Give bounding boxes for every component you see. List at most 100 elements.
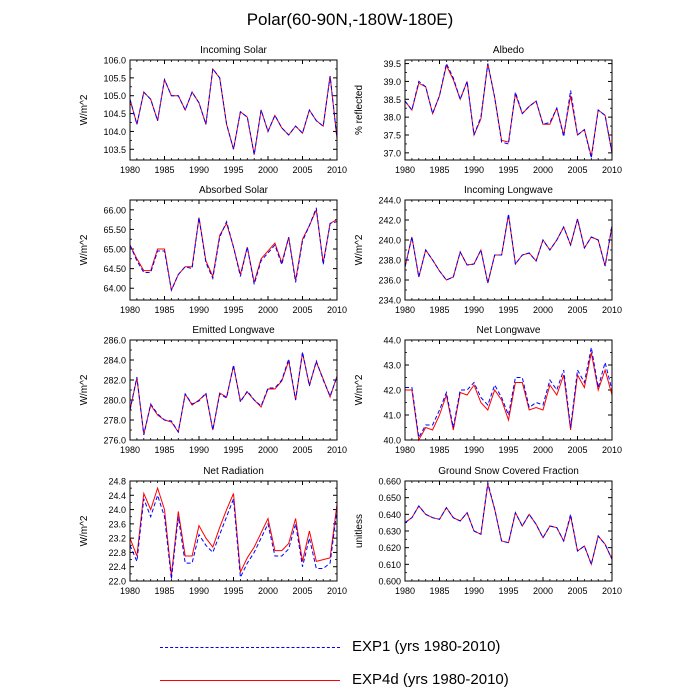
x-tick-label-incoming-solar: 2005 bbox=[292, 165, 312, 175]
y-axis-label-ground-snow-covered-fraction: unitless bbox=[354, 514, 365, 548]
y-axis-label-albedo: % reflected bbox=[354, 85, 365, 135]
x-tick-label-net-longwave: 1990 bbox=[464, 445, 484, 455]
y-tick-label-net-radiation: 23.6 bbox=[108, 519, 126, 529]
panel-net-radiation: Net Radiation W/m^2 1980 1985 1990 1995 2000 20… bbox=[79, 466, 347, 596]
y-tick-label-albedo: 39.5 bbox=[383, 59, 401, 69]
y-tick-label-incoming-solar: 106.0 bbox=[103, 56, 126, 66]
y-tick-label-albedo: 38.0 bbox=[383, 113, 401, 123]
y-axis-label-absorbed-solar: W/m^2 bbox=[79, 234, 90, 265]
panel-title-net-longwave: Net Longwave bbox=[477, 325, 541, 336]
y-axis-label-incoming-solar: W/m^2 bbox=[79, 94, 90, 125]
y-tick-label-albedo: 39.0 bbox=[383, 77, 401, 87]
y-tick-label-net-radiation: 23.2 bbox=[108, 534, 126, 544]
y-tick-label-ground-snow-covered-fraction: 0.600 bbox=[378, 577, 401, 587]
x-tick-label-incoming-longwave: 2000 bbox=[533, 305, 553, 315]
y-tick-label-absorbed-solar: 65.00 bbox=[103, 245, 126, 255]
y-tick-label-net-radiation: 24.4 bbox=[108, 491, 126, 501]
y-tick-label-net-radiation: 24.8 bbox=[108, 477, 126, 487]
y-tick-label-absorbed-solar: 65.50 bbox=[103, 225, 126, 235]
series-line-exp1-albedo bbox=[404, 62, 613, 159]
x-tick-label-incoming-longwave: 1980 bbox=[395, 305, 415, 315]
x-tick-label-net-longwave: 1995 bbox=[498, 445, 518, 455]
x-tick-label-emitted-longwave: 1995 bbox=[223, 445, 243, 455]
x-tick-label-absorbed-solar: 2000 bbox=[258, 305, 278, 315]
y-tick-label-ground-snow-covered-fraction: 0.620 bbox=[378, 543, 401, 553]
y-tick-label-net-radiation: 24.0 bbox=[108, 505, 126, 515]
y-tick-label-ground-snow-covered-fraction: 0.640 bbox=[378, 510, 401, 520]
series-line-exp4d-emitted-longwave bbox=[129, 352, 338, 435]
y-tick-label-albedo: 37.5 bbox=[383, 131, 401, 141]
series-line-exp4d-net-longwave bbox=[405, 352, 613, 442]
series-line-exp4d-ground-snow-covered-fraction bbox=[404, 484, 613, 566]
y-tick-label-net-radiation: 22.0 bbox=[108, 577, 126, 587]
y-tick-label-incoming-solar: 105.0 bbox=[103, 91, 126, 101]
x-tick-label-ground-snow-covered-fraction: 1995 bbox=[498, 586, 518, 596]
x-tick-label-albedo: 2005 bbox=[567, 165, 587, 175]
y-tick-label-net-longwave: 44.0 bbox=[383, 336, 401, 346]
x-tick-label-net-longwave: 1980 bbox=[395, 445, 415, 455]
x-tick-label-ground-snow-covered-fraction: 2000 bbox=[533, 586, 553, 596]
series-line-exp4d-incoming-solar bbox=[129, 67, 338, 155]
legend-item-exp1: EXP1 (yrs 1980-2010) bbox=[160, 636, 580, 660]
series-line-exp1-emitted-longwave bbox=[129, 351, 338, 436]
y-tick-label-net-longwave: 40.0 bbox=[383, 436, 401, 446]
x-tick-label-emitted-longwave: 1985 bbox=[154, 445, 174, 455]
legend-label-exp1: EXP1 (yrs 1980-2010) bbox=[352, 638, 501, 655]
x-tick-label-albedo: 2000 bbox=[533, 165, 553, 175]
x-tick-label-incoming-solar: 1995 bbox=[223, 165, 243, 175]
y-tick-label-absorbed-solar: 66.00 bbox=[103, 205, 126, 215]
x-tick-label-incoming-longwave: 2005 bbox=[567, 305, 587, 315]
panel-frame-incoming-longwave bbox=[404, 199, 613, 301]
panel-frame-ground-snow-covered-fraction bbox=[404, 480, 613, 582]
legend-item-exp4d: EXP4d (yrs 1980-2010) bbox=[160, 669, 580, 693]
panel-incoming-solar: Incoming Solar W/m^2 1980 1985 1990 1995 2000 2… bbox=[79, 45, 347, 175]
panel-frame-incoming-solar bbox=[129, 59, 338, 161]
x-tick-label-ground-snow-covered-fraction: 1990 bbox=[464, 586, 484, 596]
x-tick-label-absorbed-solar: 1980 bbox=[120, 305, 140, 315]
panel-albedo: Albedo % reflected 1980 1985 1990 1995 2000 200… bbox=[354, 45, 622, 175]
x-tick-label-incoming-longwave: 2010 bbox=[602, 305, 622, 315]
x-tick-label-ground-snow-covered-fraction: 1980 bbox=[395, 586, 415, 596]
x-tick-label-incoming-longwave: 1985 bbox=[429, 305, 449, 315]
x-tick-label-incoming-solar: 1980 bbox=[120, 165, 140, 175]
x-tick-label-ground-snow-covered-fraction: 1985 bbox=[429, 586, 449, 596]
series-line-exp1-ground-snow-covered-fraction bbox=[404, 482, 613, 566]
panel-net-longwave: Net Longwave W/m^2 1980 1985 1990 1995 2000 200… bbox=[354, 325, 622, 455]
panel-title-ground-snow-covered-fraction: Ground Snow Covered Fraction bbox=[438, 466, 579, 477]
panel-title-net-radiation: Net Radiation bbox=[203, 466, 264, 477]
legend-swatch-exp1 bbox=[160, 647, 340, 648]
panel-emitted-longwave: Emitted Longwave W/m^2 1980 1985 1990 1995 200… bbox=[79, 325, 347, 455]
y-tick-label-incoming-longwave: 244.0 bbox=[378, 196, 401, 206]
x-tick-label-emitted-longwave: 1990 bbox=[189, 445, 209, 455]
y-tick-label-emitted-longwave: 280.0 bbox=[103, 396, 126, 406]
y-tick-label-ground-snow-covered-fraction: 0.610 bbox=[378, 560, 401, 570]
panel-title-albedo: Albedo bbox=[493, 45, 525, 56]
y-tick-label-incoming-solar: 104.5 bbox=[103, 109, 126, 119]
y-tick-label-emitted-longwave: 282.0 bbox=[103, 376, 126, 386]
figure-title: Polar(60-90N,-180W-180E) bbox=[246, 10, 454, 29]
x-tick-label-emitted-longwave: 2010 bbox=[327, 445, 347, 455]
series-line-exp4d-absorbed-solar bbox=[129, 207, 338, 292]
series-line-exp4d-net-radiation bbox=[129, 486, 338, 576]
y-tick-label-net-longwave: 43.0 bbox=[383, 361, 401, 371]
x-tick-label-albedo: 1980 bbox=[395, 165, 415, 175]
y-tick-label-incoming-solar: 104.0 bbox=[103, 127, 126, 137]
panel-incoming-longwave: Incoming Longwave W/m^2 1980 1985 1990 1995 20… bbox=[354, 185, 622, 315]
x-tick-label-incoming-solar: 1985 bbox=[154, 165, 174, 175]
y-tick-label-incoming-longwave: 238.0 bbox=[378, 256, 401, 266]
x-tick-label-absorbed-solar: 1990 bbox=[189, 305, 209, 315]
x-tick-label-net-radiation: 1980 bbox=[120, 586, 140, 596]
x-tick-label-albedo: 1985 bbox=[429, 165, 449, 175]
y-tick-label-ground-snow-covered-fraction: 0.650 bbox=[378, 493, 401, 503]
x-tick-label-ground-snow-covered-fraction: 2010 bbox=[602, 586, 622, 596]
panel-title-absorbed-solar: Absorbed Solar bbox=[199, 185, 269, 196]
panel-title-incoming-longwave: Incoming Longwave bbox=[464, 185, 553, 196]
y-tick-label-emitted-longwave: 286.0 bbox=[103, 336, 126, 346]
series-line-exp1-absorbed-solar bbox=[129, 207, 338, 292]
panel-frame-absorbed-solar bbox=[129, 199, 338, 301]
y-tick-label-emitted-longwave: 284.0 bbox=[103, 356, 126, 366]
y-tick-label-incoming-longwave: 240.0 bbox=[378, 236, 401, 246]
x-tick-label-absorbed-solar: 1995 bbox=[223, 305, 243, 315]
series-line-exp1-incoming-solar bbox=[129, 67, 338, 155]
